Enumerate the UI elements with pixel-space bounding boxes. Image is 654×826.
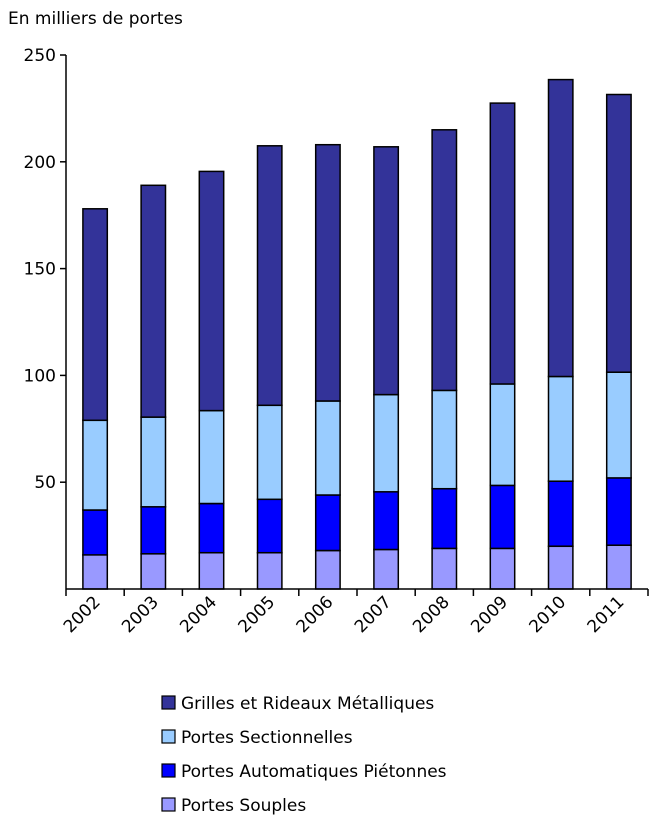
- legend-swatch-2: [161, 763, 176, 778]
- bar-2008-series-1: [431, 487, 458, 550]
- bar-2007-series-2: [373, 393, 400, 493]
- bar-2005-series-1: [256, 498, 283, 554]
- bar-2007-series-3: [373, 146, 400, 396]
- x-tick-label-2004: 2004: [176, 592, 221, 637]
- bar-2008-series-2: [431, 389, 458, 490]
- bar-2008-series-3: [431, 129, 458, 392]
- y-tick-label-50: 50: [34, 473, 56, 493]
- bar-2011-series-2: [605, 371, 632, 479]
- x-tick-label-2005: 2005: [235, 592, 280, 637]
- bar-2009-series-0: [489, 547, 516, 590]
- legend-label-2: Portes Automatiques Piétonnes: [181, 762, 447, 782]
- y-tick-label-100: 100: [24, 366, 56, 386]
- x-tick-label-2007: 2007: [351, 592, 396, 637]
- y-tick-label-250: 250: [24, 46, 56, 66]
- legend-label-0: Grilles et Rideaux Métalliques: [181, 694, 434, 714]
- bars-group: [82, 78, 632, 590]
- bar-2011-series-0: [605, 544, 632, 590]
- y-axis-unit-label: En milliers de portes: [8, 9, 183, 29]
- x-tick-label-2009: 2009: [467, 592, 512, 637]
- bar-2006-series-3: [314, 143, 341, 402]
- bar-2003-series-0: [140, 553, 167, 590]
- bar-2010-series-2: [547, 375, 574, 482]
- bar-2003-series-1: [140, 506, 167, 555]
- bar-2007-series-1: [373, 491, 400, 551]
- bar-2004-series-1: [198, 502, 225, 554]
- bar-2005-series-0: [256, 551, 283, 590]
- bar-2006-series-1: [314, 494, 341, 552]
- bar-2007-series-0: [373, 548, 400, 590]
- bar-2002-series-2: [82, 419, 109, 511]
- bar-2011-series-1: [605, 477, 632, 546]
- bar-2002-series-3: [82, 208, 109, 422]
- bar-2003-series-3: [140, 184, 167, 418]
- bar-2009-series-3: [489, 102, 516, 385]
- x-tick-label-2011: 2011: [584, 592, 629, 637]
- bar-2011-series-3: [605, 93, 632, 373]
- y-tick-label-150: 150: [24, 260, 56, 280]
- x-tick-label-2003: 2003: [118, 592, 163, 637]
- bar-2010-series-0: [547, 545, 574, 590]
- legend-swatch-3: [161, 797, 176, 812]
- bar-2004-series-3: [198, 170, 225, 412]
- legend-label-3: Portes Souples: [181, 796, 306, 816]
- bar-2002-series-0: [82, 554, 109, 590]
- bar-2004-series-0: [198, 551, 225, 590]
- bar-2006-series-2: [314, 400, 341, 496]
- bar-2006-series-0: [314, 549, 341, 590]
- legend-swatch-1: [161, 729, 176, 744]
- bar-2003-series-2: [140, 416, 167, 508]
- bar-2010-series-3: [547, 78, 574, 378]
- x-tick-label-2002: 2002: [60, 592, 105, 637]
- bar-2005-series-3: [256, 145, 283, 407]
- x-tick-label-2006: 2006: [293, 592, 338, 637]
- bar-2004-series-2: [198, 409, 225, 505]
- bar-2010-series-1: [547, 480, 574, 547]
- legend-swatch-0: [161, 695, 176, 710]
- bar-2002-series-1: [82, 509, 109, 556]
- legend-label-1: Portes Sectionnelles: [181, 728, 353, 748]
- y-tick-label-200: 200: [24, 153, 56, 173]
- bar-2009-series-1: [489, 484, 516, 550]
- x-tick-label-2008: 2008: [409, 592, 454, 637]
- legend: Grilles et Rideaux Métalliques Portes Sec…: [161, 694, 447, 816]
- bar-2005-series-2: [256, 404, 283, 501]
- bar-2008-series-0: [431, 547, 458, 590]
- bar-2009-series-2: [489, 383, 516, 487]
- x-tick-label-2010: 2010: [526, 592, 571, 637]
